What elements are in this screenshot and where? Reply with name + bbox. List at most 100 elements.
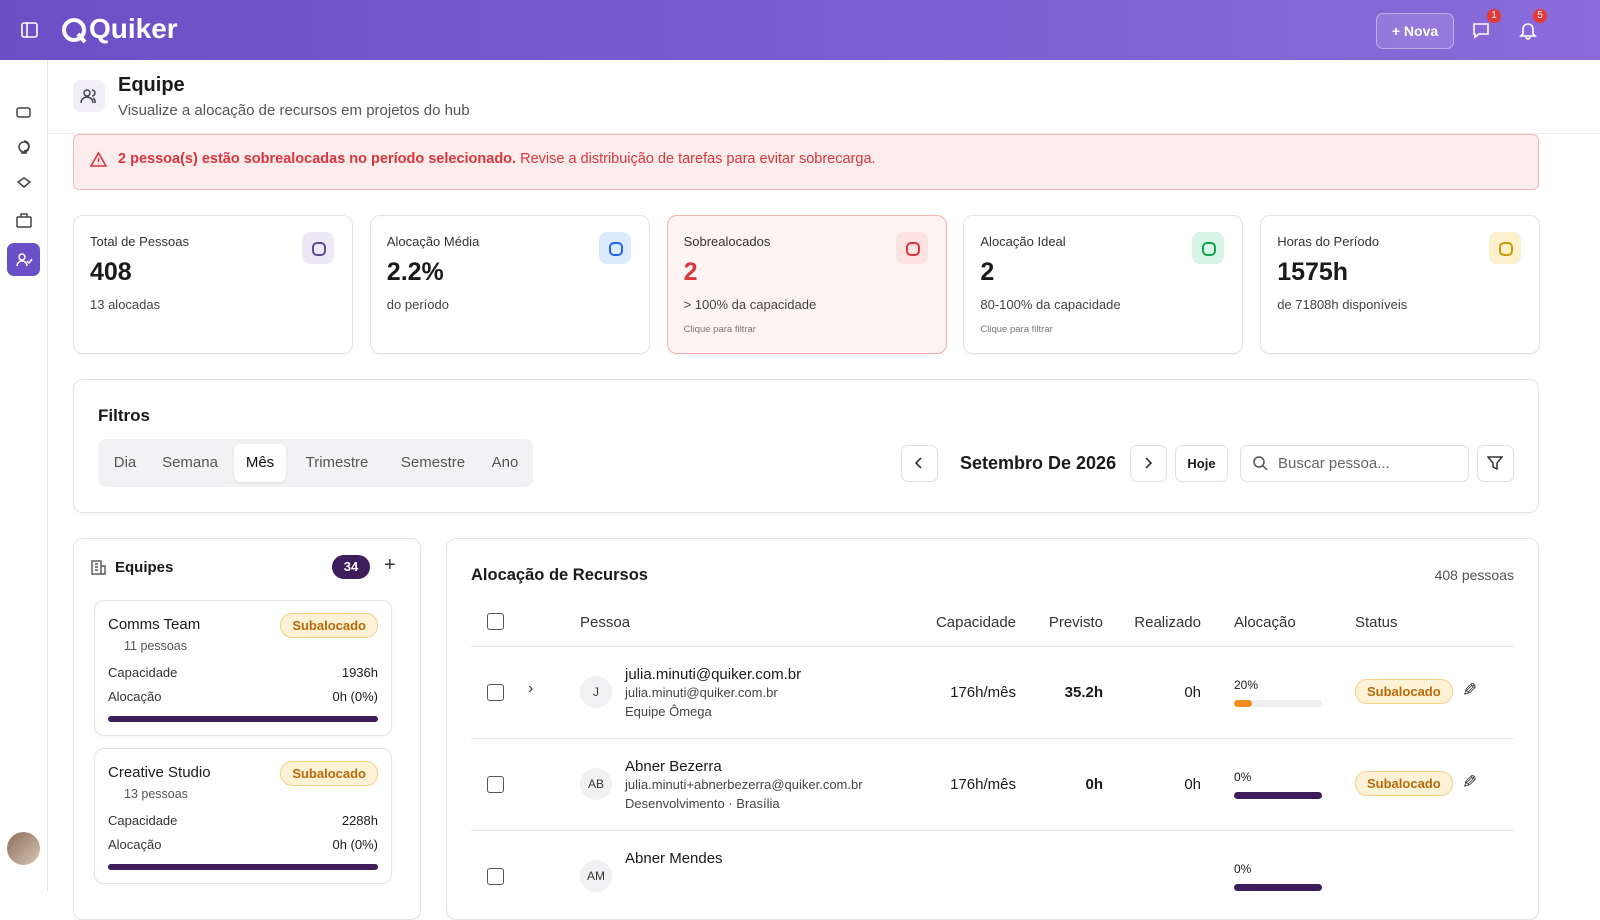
period-tab[interactable]: Trimestre (305, 454, 369, 471)
allocation-track (1234, 884, 1322, 891)
period-tabs (98, 439, 533, 487)
team-allocation: 0h (0%) (332, 837, 378, 852)
select-all[interactable] (487, 613, 504, 630)
filter-icon (1487, 456, 1503, 471)
filters-title: Filtros (98, 406, 150, 425)
avatar: AM (580, 860, 612, 892)
allocation-label: 0% (1234, 770, 1252, 784)
cell-capacity: 176h/mês (950, 776, 1016, 793)
stat-value: 2 (980, 258, 995, 286)
stat-icon (1192, 232, 1225, 264)
person-name: julia.minuti@quiker.com.br (625, 666, 802, 683)
period-tab[interactable]: Dia (113, 454, 137, 471)
period-tab[interactable]: Ano (491, 454, 519, 471)
edit-button[interactable]: ✎ (1462, 772, 1478, 792)
table-count: 408 pessoas (1434, 567, 1514, 583)
new-button[interactable]: + Nova (1376, 13, 1454, 49)
notifications-icon[interactable] (1518, 20, 1538, 40)
row-checkbox[interactable] (487, 868, 504, 885)
team-card[interactable] (94, 748, 392, 884)
stat-icon-dot (905, 242, 920, 256)
avatar: J (580, 676, 612, 708)
teams-title: Equipes (115, 559, 174, 576)
allocation-track (1234, 792, 1322, 799)
team-capacity-label: Capacidade (108, 813, 178, 828)
team-bar (108, 864, 378, 870)
new-label: Nova (1403, 23, 1439, 39)
period-tab[interactable]: Semestre (400, 454, 466, 471)
column-header: Status (1355, 614, 1398, 631)
cell-actual: 0h (1184, 684, 1201, 701)
avatar: AB (580, 768, 612, 800)
alert-detail: Revise a distribuição de tarefas para ev… (520, 151, 876, 167)
search-input[interactable] (1240, 445, 1469, 482)
stat-icon (302, 232, 334, 264)
logo: Quiker (89, 13, 178, 44)
expand-chevron[interactable]: › (528, 680, 534, 697)
next-chevron (1145, 457, 1153, 469)
top-bar (0, 0, 1600, 60)
period-label: Setembro De 2026 (960, 453, 1117, 473)
person-email: julia.minuti+abnerbezerra@quiker.com.br (625, 777, 863, 792)
row-checkbox[interactable] (487, 684, 504, 701)
person-name: Abner Bezerra (625, 758, 722, 775)
add-team[interactable]: + (384, 554, 396, 576)
period-tab[interactable]: Mês (234, 444, 286, 482)
allocation-label: 20% (1234, 678, 1259, 692)
person-email: julia.minuti@quiker.com.br (625, 685, 778, 700)
next-button[interactable] (1130, 445, 1167, 482)
alert (73, 134, 1539, 190)
filter-button[interactable] (1477, 445, 1514, 482)
prev-chevron (914, 457, 922, 469)
stat-label: Horas do Período (1277, 234, 1380, 249)
team-name: Creative Studio (108, 764, 211, 781)
edit-button[interactable]: ✎ (1462, 680, 1478, 700)
cell-planned: 35.2h (1064, 684, 1103, 701)
page-subtitle: Visualize a alocação de recursos em proj… (118, 102, 470, 119)
stat-value: 2.2% (386, 258, 444, 286)
person-team: Equipe Ômega (625, 704, 712, 719)
allocation-track (1234, 700, 1322, 707)
plus: + (1391, 23, 1404, 39)
stat-note: 80-100% da capacidade (980, 297, 1121, 312)
team-people: 13 pessoas (124, 787, 188, 801)
stat-icon (598, 232, 631, 264)
messages-icon[interactable] (1471, 20, 1491, 40)
column-header: Capacidade (935, 614, 1016, 631)
stat-icon-dot (312, 242, 326, 256)
stat-hint: Clique para filtrar (683, 324, 756, 335)
allocation-bar (1234, 700, 1252, 707)
stat-note: de 71808h disponíveis (1277, 297, 1408, 312)
row-status: Subalocado (1355, 679, 1453, 704)
team-allocation-label: Alocação (108, 689, 162, 704)
team-allocation-label: Alocação (108, 837, 162, 852)
notifications-badge: 5 (1533, 9, 1547, 23)
table-panel (446, 538, 1539, 920)
row-divider (471, 830, 1514, 831)
team-status: Subalocado (280, 761, 378, 786)
prev-button[interactable] (901, 445, 938, 482)
table-title: Alocação de Recursos (471, 566, 648, 584)
column-header: Realizado (1134, 614, 1201, 631)
stat-note: do período (386, 297, 449, 312)
alert-icon (90, 151, 107, 167)
teams-icon (91, 560, 106, 575)
allocation-label: 0% (1234, 862, 1252, 876)
period-tab[interactable]: Semana (162, 454, 218, 471)
avatar[interactable] (7, 832, 40, 865)
cell-capacity: 176h/mês (950, 684, 1016, 701)
stat-value: 1575h (1277, 258, 1349, 286)
today-button[interactable]: Hoje (1175, 445, 1228, 482)
row-divider (471, 738, 1514, 739)
stat-icon-dot (1202, 242, 1217, 256)
team-capacity: 2288h (341, 813, 378, 828)
sidebar-icons[interactable] (15, 104, 33, 274)
team-capacity-label: Capacidade (108, 665, 178, 680)
stat-note: > 100% da capacidade (683, 297, 817, 312)
sidebar-toggle[interactable] (20, 20, 40, 40)
search-placeholder: Buscar pessoa... (1278, 455, 1390, 472)
team-name: Comms Team (108, 616, 201, 633)
team-status: Subalocado (280, 613, 378, 638)
row-checkbox[interactable] (487, 776, 504, 793)
